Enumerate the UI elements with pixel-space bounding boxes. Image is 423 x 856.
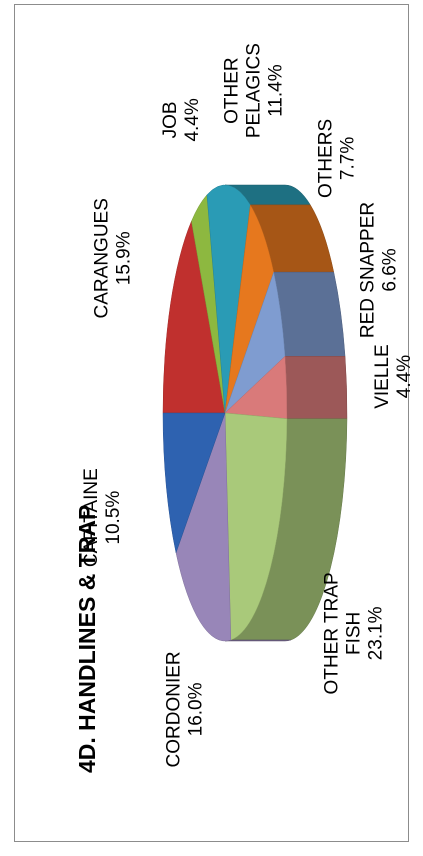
slice-value-label: 4.4%: [182, 98, 203, 141]
slice-name-label: PELAGICS: [243, 43, 264, 138]
pie-slice-capitaine: [162, 412, 226, 554]
label-vielle: VIELLE 4.4%: [372, 344, 410, 408]
pie-side-red-snapper: [273, 271, 346, 357]
pie-slice-other-trap-fish: [224, 412, 288, 641]
pie-slice-other-pelagics: [206, 184, 251, 414]
label-other-trap-fish: OTHER TRAP FISH 23.1%: [322, 572, 387, 694]
slice-name-label: OTHER: [221, 57, 242, 124]
slice-value-label: 6.6%: [380, 248, 401, 291]
pie-slice-others: [224, 204, 275, 414]
slice-name-label: CORDONIER: [163, 651, 184, 767]
label-other-pelagics: OTHER PELAGICS 11.4%: [221, 43, 286, 138]
label-others: OTHERS 7.7%: [315, 119, 358, 198]
pie-side-vielle: [284, 356, 348, 419]
slice-name-label: FISH: [344, 612, 365, 655]
pie-slice-cordonier: [175, 412, 232, 642]
slice-value-label: 23.1%: [366, 606, 387, 660]
slice-value-label: 16.0%: [185, 682, 206, 736]
slice-name-label: JOB: [160, 101, 181, 138]
pie-chart: 4D. HANDLINES & TRAP CARANGUES 15.9%JOB 4.…: [74, 43, 410, 773]
slice-value-label: 4.4%: [394, 355, 410, 398]
label-carangues: CARANGUES 15.9%: [91, 198, 134, 318]
label-red-snapper: RED SNAPPER 6.6%: [358, 202, 401, 338]
label-cordonier: CORDONIER 16.0%: [163, 651, 206, 767]
slice-name-label: CARANGUES: [91, 198, 112, 318]
slice-value-label: 11.4%: [265, 64, 286, 117]
label-capitaine: CAPITAINE 10.5%: [81, 468, 124, 567]
slice-value-label: 15.9%: [113, 231, 134, 285]
pie-side-cordonier: [224, 639, 291, 642]
slice-value-label: 10.5%: [103, 491, 124, 545]
chart-frame: 4D. HANDLINES & TRAP CARANGUES 15.9% JOB 4.…: [14, 4, 410, 842]
slice-name-label: VIELLE: [372, 344, 393, 408]
pie-slice-carangues: [162, 220, 226, 414]
slice-value-label: 7.7%: [337, 137, 358, 180]
slice-name-label: OTHER TRAP: [322, 572, 343, 694]
slice-name-label: CAPITAINE: [81, 468, 102, 567]
label-job: JOB 4.4%: [160, 98, 203, 141]
slice-name-label: RED SNAPPER: [358, 202, 379, 338]
chart-title: 4D. HANDLINES & TRAP: [74, 505, 100, 773]
slice-name-label: OTHERS: [315, 119, 336, 198]
